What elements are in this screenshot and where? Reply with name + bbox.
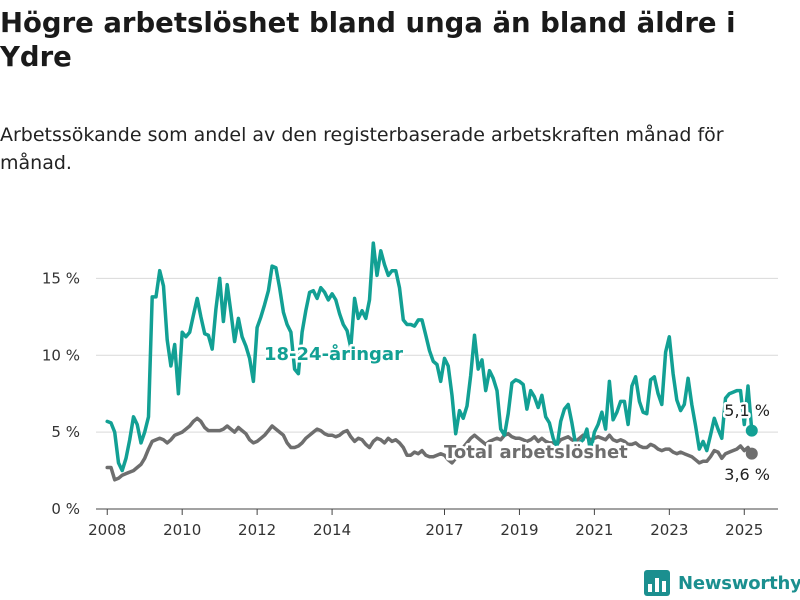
series-label-young-halo: 18-24-åringar xyxy=(264,343,403,365)
bar-chart-icon xyxy=(644,570,670,596)
y-tick-label: 5 % xyxy=(51,423,80,441)
x-tick-label: 2012 xyxy=(238,521,276,539)
end-point-1 xyxy=(745,447,758,460)
x-tick-label: 2023 xyxy=(650,521,688,539)
y-tick-label: 10 % xyxy=(42,346,80,364)
series-lines xyxy=(105,241,758,482)
x-tick-label: 2025 xyxy=(725,521,763,539)
series-label-young: 18-24-åringar xyxy=(264,343,403,365)
end-value-total: 3,6 % xyxy=(724,465,770,484)
y-tick-label: 0 % xyxy=(51,500,80,518)
x-tick-label: 2010 xyxy=(163,521,201,539)
end-value-total-halo: 3,6 % xyxy=(724,465,770,484)
series-label-total: Total arbetslöshet xyxy=(444,442,628,463)
x-tick-label: 2017 xyxy=(425,521,463,539)
newsworthy-logo: Newsworthy xyxy=(644,568,800,598)
y-tick-label: 15 % xyxy=(42,269,80,287)
x-tick-label: 2019 xyxy=(500,521,538,539)
end-value-young-halo: 5,1 % xyxy=(724,401,770,420)
series-line-1 xyxy=(105,416,754,482)
x-tick-label: 2021 xyxy=(575,521,613,539)
x-tick-label: 2008 xyxy=(88,521,126,539)
x-tick-label: 2014 xyxy=(313,521,351,539)
end-value-young: 5,1 % xyxy=(724,401,770,420)
series-label-total-halo: Total arbetslöshet xyxy=(444,442,628,463)
series-line-0 xyxy=(105,241,754,473)
chart-subtitle: Arbetssökande som andel av den registerb… xyxy=(0,124,724,174)
brand-name: Newsworthy xyxy=(678,572,800,594)
chart-title: Högre arbetslöshet bland unga än bland ä… xyxy=(0,7,736,73)
end-point-0 xyxy=(745,424,758,437)
axes: 0 % 5 % 10 % 15 % 2008 2010 2012 2014 2017 2019 20… xyxy=(42,269,778,539)
